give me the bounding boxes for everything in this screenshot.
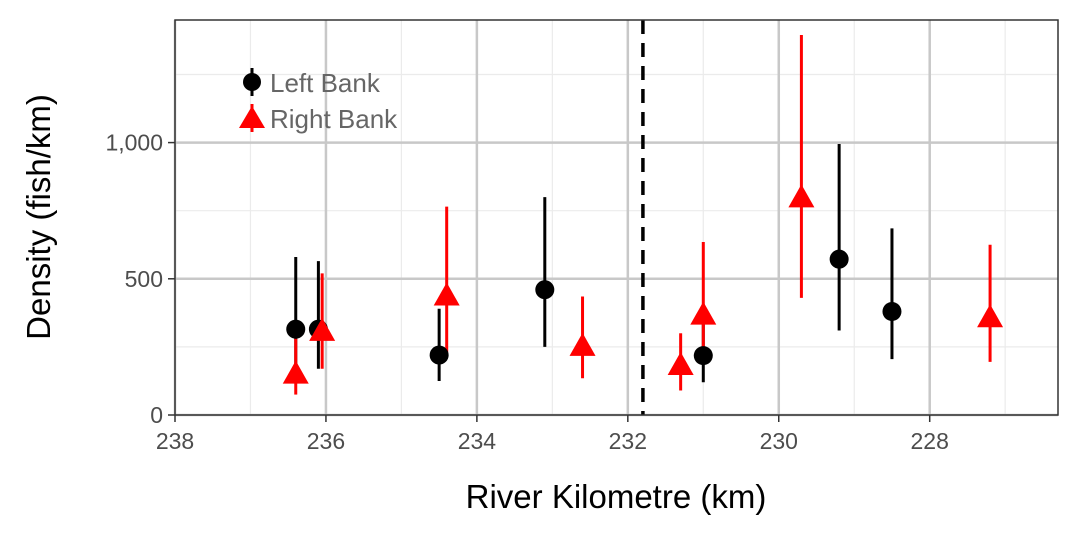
right-bank-point [977,304,1004,328]
right-bank-point [569,332,596,356]
x-tick-label: 232 [609,428,647,454]
x-tick-label: 228 [911,428,949,454]
legend-left-bank-marker [243,73,261,91]
left-bank-point [429,345,449,365]
x-axis-title: River Kilometre (km) [466,478,767,515]
legend: Left Bank Right Bank [239,68,398,134]
y-axis-title: Density (fish/km) [20,94,57,340]
right-bank-point [433,282,460,306]
axes: 238 236 234 232 230 228 0 500 1,000 [105,130,948,454]
left-bank-point [535,280,555,300]
x-tick-label: 236 [307,428,345,454]
x-tick-label: 234 [458,428,497,454]
right-bank-point [282,360,309,384]
panel-border [174,19,1059,416]
left-bank-point [829,249,849,269]
legend-right-bank-label: Right Bank [270,104,398,134]
legend-left-bank-label: Left Bank [270,68,381,98]
right-bank-point [690,301,717,325]
legend-right-bank-marker [239,106,265,128]
left-bank-point [693,346,713,366]
y-tick-label: 500 [125,266,163,292]
y-tick-label: 1,000 [105,130,163,156]
right-bank-point [788,184,815,208]
left-bank-point [286,319,306,339]
right-bank-point [667,351,694,375]
data-marks [282,34,1004,395]
right-bank-point [309,317,336,341]
left-bank-point [882,301,902,321]
x-tick-label: 238 [156,428,194,454]
x-tick-label: 230 [760,428,798,454]
y-tick-label: 0 [150,402,163,428]
